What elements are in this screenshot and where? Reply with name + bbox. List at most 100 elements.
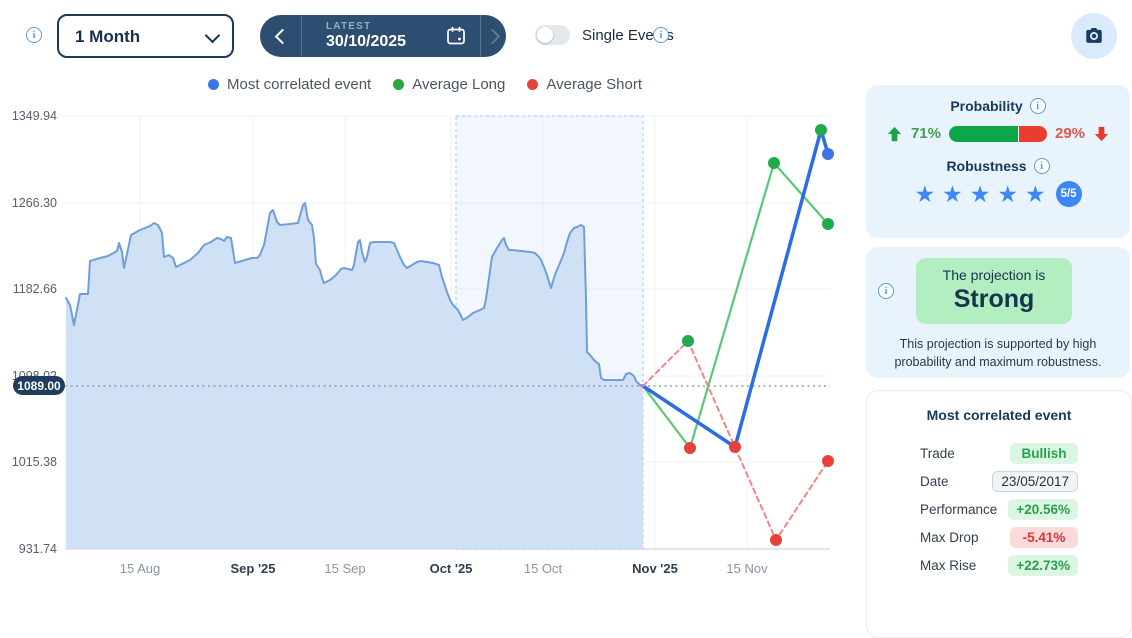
most-correlated-event-card: Most correlated event Trade Bullish Date 23… (866, 390, 1132, 638)
y-axis-tick: 1182.66 (12, 282, 57, 296)
divider (301, 15, 302, 57)
projection-prefix: The projection is (942, 267, 1046, 283)
price-area-fill (66, 203, 643, 549)
chevron-left-icon (274, 28, 290, 44)
period-info-icon[interactable]: i (26, 27, 42, 43)
projection-description: This projection is supported by high pro… (894, 337, 1102, 370)
legend-label: Average Short (546, 76, 642, 93)
legend-item: Average Long (393, 76, 505, 93)
toggle-knob (537, 27, 553, 43)
projection-info-icon[interactable]: i (878, 283, 894, 299)
next-date-button[interactable] (481, 15, 506, 57)
event-row-label: Max Rise (920, 557, 977, 573)
red-marker-dot (684, 442, 696, 454)
legend-label: Most correlated event (226, 76, 372, 93)
event-row-label: Date (920, 473, 949, 489)
calendar-icon[interactable] (445, 25, 467, 47)
y-axis-tick: 1349.94 (11, 109, 57, 123)
red-marker-dot (729, 441, 741, 453)
event-row: Max Rise +22.73% (920, 551, 1078, 579)
legend-item: Average Short (527, 76, 642, 93)
red-marker-dot (770, 534, 782, 546)
green-marker-dot (768, 157, 780, 169)
x-axis-tick: Sep '25 (230, 561, 276, 576)
date-navigator: LATEST 30/10/2025 (260, 15, 506, 57)
event-row: Date 23/05/2017 (920, 467, 1078, 495)
legend-dot-icon (207, 79, 219, 90)
probability-down-value: 29% (1055, 125, 1086, 142)
green-marker-dot (815, 124, 827, 136)
date-display: LATEST 30/10/2025 (302, 15, 480, 57)
single-events-label: Single Events (582, 27, 674, 44)
chevron-right-icon (484, 28, 500, 44)
legend-dot-icon (527, 79, 539, 90)
single-events-toggle[interactable] (535, 25, 570, 45)
blue-marker-dot (822, 148, 834, 160)
star-icon: ★ (997, 180, 1018, 207)
legend-label: Average Long (412, 76, 506, 93)
projection-line (641, 128, 830, 449)
event-row-value-badge: +22.73% (1008, 554, 1078, 576)
event-row-label: Trade (920, 445, 955, 461)
green-marker-dot (822, 218, 834, 230)
robustness-stars: ★ ★ ★ ★ ★ 5/5 (880, 181, 1116, 207)
probability-bar (949, 125, 1047, 142)
robustness-score-badge: 5/5 (1055, 181, 1082, 207)
event-row-label: Max Drop (920, 529, 979, 545)
robustness-info-icon[interactable]: i (1033, 158, 1050, 174)
projection-strength-box: The projection is Strong (916, 258, 1072, 324)
chart-legend: Most correlated event Average Long Average… (0, 76, 850, 93)
current-value-badge: 1089.00 (13, 376, 65, 395)
single-events-info-icon[interactable]: i (653, 27, 669, 43)
prev-date-button[interactable] (260, 15, 301, 57)
probability-bar-down (1018, 125, 1047, 142)
projection-card: i The projection is Strong This projecti… (866, 247, 1130, 378)
projection-line (641, 161, 830, 450)
probability-bar-up (949, 125, 1018, 142)
star-icon: ★ (969, 180, 991, 207)
projection-strength: Strong (953, 285, 1035, 313)
event-row-value-badge: +20.56% (1008, 498, 1078, 520)
star-icon: ★ (1024, 180, 1046, 207)
green-marker-dot (682, 335, 694, 347)
probability-title: Probability (950, 98, 1023, 114)
divider (480, 15, 481, 57)
projection-line (642, 340, 829, 541)
x-axis-tick: 15 Oct (523, 561, 563, 576)
camera-icon (1083, 26, 1105, 46)
event-row-label: Performance (920, 501, 998, 517)
x-axis-tick: 15 Nov (726, 561, 768, 576)
period-select-wrap: 1 Month (57, 14, 234, 58)
star-icon: ★ (914, 180, 936, 207)
y-axis-tick: 931.74 (18, 542, 57, 556)
event-row-value-badge: Bullish (1010, 442, 1078, 464)
arrow-down-icon (1093, 126, 1110, 142)
star-icon: ★ (942, 180, 963, 207)
screenshot-button[interactable] (1071, 13, 1117, 59)
date-value: 30/10/2025 (326, 33, 407, 51)
legend-item: Most correlated event (207, 76, 372, 93)
event-row: Trade Bullish (920, 439, 1078, 467)
y-axis-tick: 1266.30 (11, 196, 57, 210)
event-details-table: Trade Bullish Date 23/05/2017 Performance +20… (867, 439, 1131, 579)
event-row-value-badge[interactable]: 23/05/2017 (992, 470, 1078, 492)
x-axis-tick: Nov '25 (632, 561, 678, 576)
price-chart[interactable] (0, 0, 850, 594)
x-axis-tick: Oct '25 (429, 561, 473, 576)
x-axis-tick: 15 Sep (324, 561, 366, 576)
probability-up-value: 71% (910, 125, 941, 142)
robustness-title: Robustness (946, 158, 1027, 174)
probability-row: 71% 29% (880, 125, 1116, 142)
legend-dot-icon (393, 79, 405, 90)
arrow-up-icon (886, 126, 903, 142)
star-icons: ★ ★ ★ ★ ★ (914, 180, 1046, 207)
red-marker-dot (822, 455, 834, 467)
x-axis-tick: 15 Aug (119, 561, 161, 576)
probability-card: Probability i 71% 29% Robustness i ★ ★ ★ ★ ★… (866, 85, 1130, 238)
event-row-value-badge: -5.41% (1010, 526, 1078, 548)
event-row: Performance +20.56% (920, 495, 1078, 523)
event-card-title: Most correlated event (926, 407, 1072, 423)
period-select[interactable]: 1 Month (57, 14, 234, 58)
price-line (65, 202, 644, 387)
probability-info-icon[interactable]: i (1029, 98, 1046, 114)
